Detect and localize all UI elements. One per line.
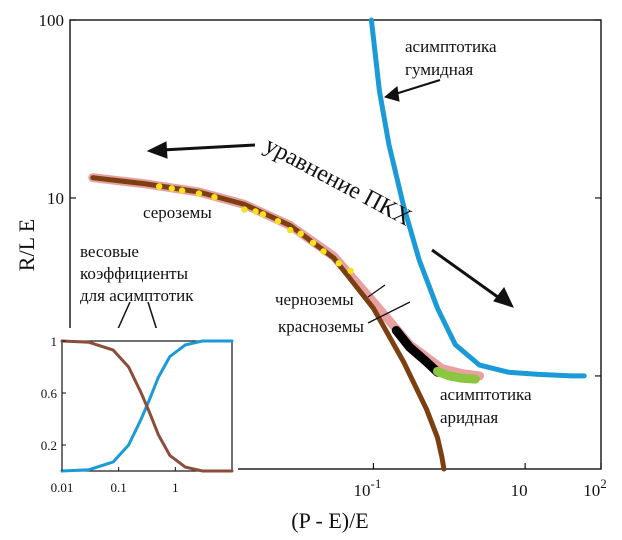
- label-weights-3: для асимптотик: [80, 286, 194, 305]
- inset-series: [60, 339, 234, 473]
- serozem-point: [320, 248, 327, 255]
- label-pkh-equation: уравнение ПКХ: [260, 132, 416, 231]
- serozem-point: [195, 190, 203, 197]
- y-tick-label: 10: [47, 189, 64, 208]
- x-tick-label: 102: [583, 476, 607, 500]
- serozem-point: [178, 187, 186, 194]
- inset-x-tick-label: 0.01: [51, 480, 74, 495]
- inset-series-weight-humid: [60, 339, 234, 473]
- label-krasnozem: красноземы: [278, 317, 364, 336]
- main-plot-frame: [69, 19, 602, 470]
- inset-x-tick-labels: 0.01 0.1 1: [51, 467, 179, 495]
- inset-x-tick-label: 0.1: [111, 480, 127, 495]
- serozem-point: [156, 183, 163, 190]
- x-tick-label: 10-1: [354, 476, 382, 500]
- inset-frame: [61, 340, 233, 472]
- y-tick-labels: 100 10 1: [39, 11, 601, 386]
- inset-plot: 0.01 0.1 1 1 0.6 0.2: [3, 328, 238, 498]
- arrow-equation-left-head: [146, 141, 168, 159]
- series-soil-krasnozem: [433, 366, 480, 384]
- serozem-point: [347, 267, 354, 274]
- arrow-equation-right-head: [493, 287, 514, 308]
- inset-y-tick-label: 0.6: [41, 386, 58, 401]
- label-chernozem: черноземы: [275, 290, 354, 309]
- label-humid-asymptote-2: гумидная: [405, 60, 473, 79]
- series-soil-chernozem: [391, 326, 442, 377]
- x-axis-title: (P - E)/E: [291, 508, 368, 533]
- serozem-point: [241, 206, 248, 213]
- serozem-point: [309, 239, 317, 246]
- inset-series-weight-arid: [60, 339, 234, 473]
- label-weights-2: коэффициенты: [80, 264, 189, 283]
- label-arid-asymptote-2: аридная: [440, 408, 498, 427]
- series-asymptote-humid: [368, 17, 587, 379]
- series-asymptote-arid: [90, 175, 447, 472]
- serozem-point: [211, 194, 218, 201]
- serozem-point: [252, 208, 259, 215]
- label-arid-asymptote-1: асимптотика: [440, 385, 532, 404]
- label-humid-asymptote-1: асимптотика: [405, 37, 497, 56]
- arrow-equation-right: [431, 248, 503, 302]
- inset-y-tick-labels: 1 0.6 0.2: [41, 334, 66, 453]
- inset-y-tick-label: 1: [51, 334, 58, 349]
- arrow-humid-head: [383, 86, 400, 102]
- serozem-point: [335, 260, 342, 267]
- inset-x-tick-label: 1: [172, 480, 179, 495]
- serozem-point: [287, 226, 294, 234]
- serozem-point: [259, 211, 267, 218]
- label-weights-1: весовые: [80, 242, 139, 261]
- arrow-krasnozem: [367, 301, 411, 324]
- serozem-point: [297, 230, 304, 237]
- serozem-point: [168, 185, 175, 192]
- serozem-point: [274, 218, 282, 225]
- main-plot: [69, 19, 602, 470]
- arrow-humid: [391, 79, 441, 96]
- serozem-points: [156, 183, 354, 274]
- y-tick-label: 100: [39, 11, 65, 30]
- label-serozem: сероземы: [143, 203, 212, 222]
- arrow-chernozem: [367, 284, 386, 298]
- y-axis-title: R/L E: [14, 219, 39, 271]
- inset-y-tick-label: 0.2: [41, 438, 57, 453]
- x-tick-label: 10: [511, 481, 528, 500]
- arrow-equation-left: [161, 143, 256, 152]
